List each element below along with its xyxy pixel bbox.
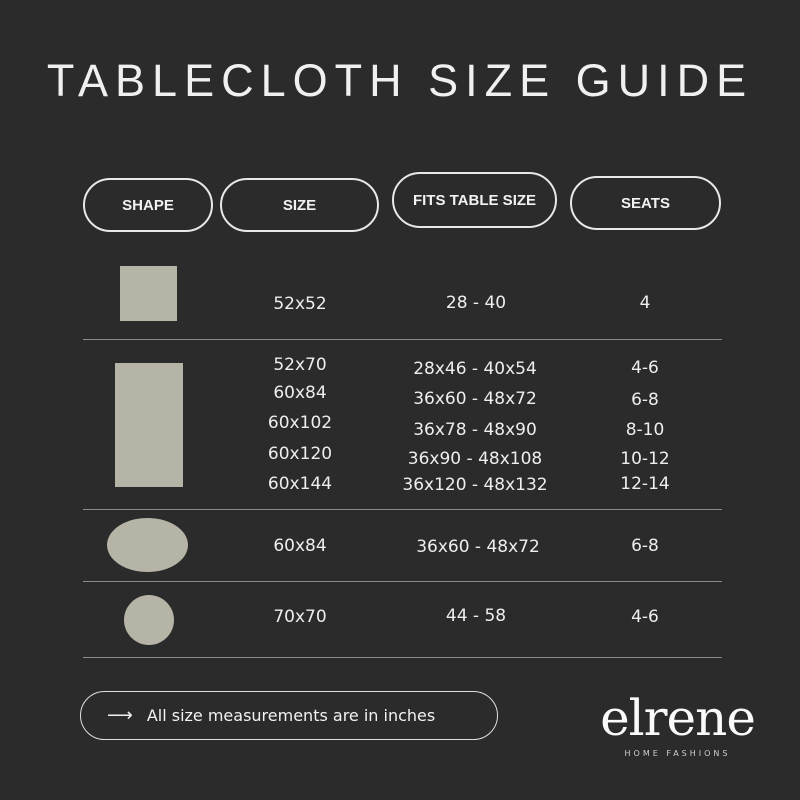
size-cell: 60x84	[273, 536, 327, 556]
seats-cell: 10-12	[620, 449, 670, 469]
seats-cell: 12-14	[620, 474, 670, 494]
arrow-right-icon: ⟶	[107, 705, 133, 726]
note-pill: ⟶ All size measurements are in inches	[80, 691, 498, 740]
header-fits-table-size: FITS TABLE SIZE	[392, 172, 557, 228]
header-size: SIZE	[220, 178, 379, 232]
header-shape: SHAPE	[83, 178, 213, 232]
seats-cell: 6-8	[631, 536, 659, 556]
row-divider	[83, 657, 722, 658]
fits-cell: 36x120 - 48x132	[402, 475, 548, 495]
row-divider	[83, 339, 722, 340]
size-cell: 52x70	[273, 355, 327, 375]
note-text: All size measurements are in inches	[146, 706, 436, 725]
size-cell: 60x84	[273, 383, 327, 403]
square-shape-icon	[120, 266, 177, 321]
fits-cell: 36x60 - 48x72	[413, 389, 537, 409]
seats-cell: 6-8	[631, 390, 659, 410]
logo-name: elrene	[600, 689, 756, 747]
oval-shape-icon	[107, 518, 188, 572]
seats-cell: 4-6	[631, 358, 659, 378]
seats-cell: 4	[639, 293, 651, 313]
brand-logo: elrene HOME FASHIONS	[590, 693, 765, 758]
fits-cell: 36x78 - 48x90	[413, 420, 537, 440]
fits-cell: 44 - 58	[445, 606, 507, 626]
size-cell: 60x120	[267, 444, 333, 464]
logo-tagline: HOME FASHIONS	[624, 749, 731, 758]
size-cell: 60x102	[267, 413, 333, 433]
size-cell: 60x144	[267, 474, 333, 494]
fits-cell: 36x90 - 48x108	[407, 449, 543, 469]
fits-cell: 28x46 - 40x54	[413, 359, 537, 379]
seats-cell: 8-10	[625, 420, 665, 440]
row-divider	[83, 509, 722, 510]
size-cell: 70x70	[273, 607, 327, 627]
size-cell: 52x52	[273, 294, 327, 314]
header-seats: SEATS	[570, 176, 721, 230]
fits-cell: 36x60 - 48x72	[416, 537, 540, 557]
fits-cell: 28 - 40	[445, 293, 507, 313]
row-divider	[83, 581, 722, 582]
seats-cell: 4-6	[631, 607, 659, 627]
page-title: TABLECLOTH SIZE GUIDE	[46, 55, 754, 106]
rectangle-shape-icon	[115, 363, 183, 487]
round-shape-icon	[124, 595, 174, 645]
